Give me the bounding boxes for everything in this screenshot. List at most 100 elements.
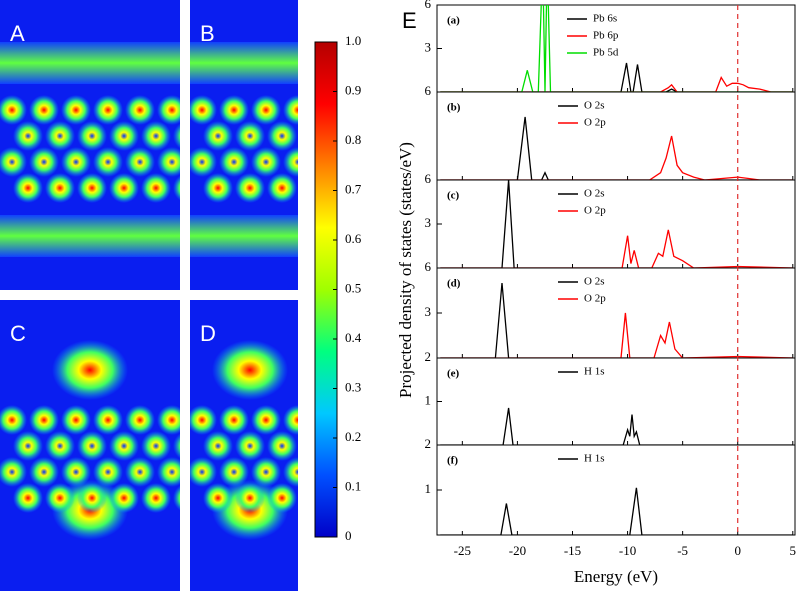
y-tick-label: 6 [425,259,432,274]
x-tick-label: -25 [454,543,471,558]
panel-frame [436,357,796,446]
map-blob [77,173,107,203]
pdos-line [440,487,793,535]
pdos-line [440,5,793,92]
map-blob [45,121,75,151]
map-blob [219,95,249,125]
map-blob [141,173,171,203]
map-blob [235,121,265,151]
map-blob [363,173,393,203]
map-blob [190,405,217,435]
x-axis-label: Energy (eV) [574,567,658,586]
map-blob [77,431,107,461]
map-blob [173,123,180,149]
colorbar-tick-label: 0.8 [345,132,361,147]
legend-entry: O 2s [584,100,604,112]
y-tick-label: 1 [425,481,432,496]
map-blob [125,95,155,125]
map-blob [363,431,393,461]
map-band [0,42,180,84]
map-blob [219,405,249,435]
map-blob [61,95,91,125]
map-blob [0,95,27,125]
panel-label: B [200,21,215,46]
map-blob [190,147,217,177]
panel-frame [436,179,796,269]
map-blob [157,147,180,177]
panel-label: D [200,321,216,346]
colorbar-tick-label: 1.0 [345,33,361,48]
x-tick-label: 5 [790,543,797,558]
panel-id: (a) [447,15,460,27]
map-blob [203,121,233,151]
x-tick-label: 0 [734,543,741,558]
panel-id: (f) [447,455,458,467]
map-blob [125,405,155,435]
map-blob [93,147,123,177]
colorbar-tick-label: 0.6 [345,231,362,246]
map-blob [125,457,155,487]
y-tick-label: 3 [425,304,432,319]
density-map [0,0,180,290]
map-blob [283,95,298,125]
pdos-line [440,312,793,358]
colorbar-tick-label: 0.7 [345,181,362,196]
y-tick-label: 3 [425,39,432,54]
x-tick-label: -5 [677,543,688,558]
map-blob [235,431,265,461]
map-blob [141,431,171,461]
map-blob [29,147,59,177]
map-blob [141,121,171,151]
map-blob [109,173,139,203]
map-blob [45,173,75,203]
y-axis-label: Projected density of states (states/eV) [396,142,415,398]
map-blob [347,95,377,125]
map-lobe [212,340,288,400]
map-blob [203,483,233,513]
map-blob [267,483,297,513]
map-blob [13,431,43,461]
panel-frame [436,267,796,359]
density-maps: A B C D [0,0,393,591]
panel-id: (b) [447,102,461,114]
map-blob [251,405,281,435]
map-blob [13,483,43,513]
panel-label: C [10,321,26,346]
map-blob [235,173,265,203]
map-blob [267,121,297,151]
y-tick-label: 6 [425,0,432,11]
map-lobe [52,340,128,400]
map-blob [283,147,298,177]
legend-entry: H 1s [584,366,604,378]
pdos-line [440,135,793,180]
map-blob [125,147,155,177]
colorbar-tick-label: 0.2 [345,429,361,444]
map-blob [251,147,281,177]
map-band [190,215,298,257]
legend-entry: O 2p [584,293,606,305]
density-map [190,0,393,290]
map-band [0,215,180,257]
map-blob [173,433,180,459]
map-blob [283,405,298,435]
legend-entry: H 1s [584,453,604,465]
density-map [0,300,180,591]
map-blob [61,147,91,177]
panel-id: (e) [447,368,460,380]
colorbar-tick-label: 0 [345,528,352,543]
map-blob [173,175,180,201]
map-blob [45,431,75,461]
legend-entry: Pb 6s [593,13,617,25]
map-blob [203,431,233,461]
map-blob [61,405,91,435]
map-blob [251,457,281,487]
pdos-line [440,407,793,445]
map-blob [283,457,298,487]
pdos-line [440,116,793,180]
map-blob [251,95,281,125]
x-tick-label: -10 [619,543,636,558]
map-blob [267,173,297,203]
map-blob [13,173,43,203]
map-blob [203,173,233,203]
colorbar-tick-label: 0.3 [345,379,361,394]
